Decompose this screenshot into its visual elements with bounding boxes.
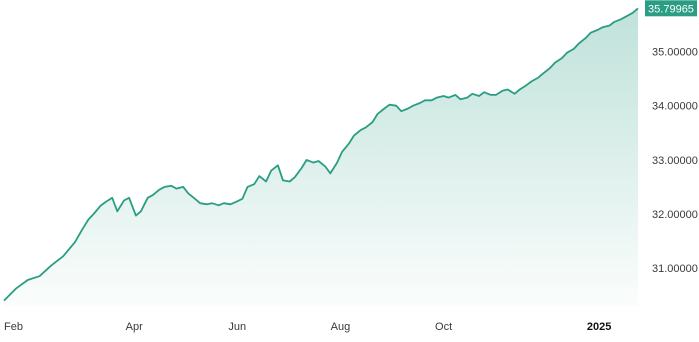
x-tick-label: Jun: [228, 321, 246, 333]
y-tick-label: 31.00000: [652, 263, 698, 275]
x-tick-label: Feb: [4, 321, 23, 333]
y-tick-label: 33.00000: [652, 155, 698, 167]
y-tick-label: 34.00000: [652, 101, 698, 113]
x-tick-label: Apr: [126, 321, 143, 333]
x-tick-label: Aug: [331, 321, 351, 333]
last-value-label: 35.79965: [648, 3, 694, 15]
area-fill: [4, 8, 638, 307]
last-value-badge: [645, 0, 697, 17]
x-tick-label: Oct: [435, 321, 452, 333]
series-line: [3, 7, 639, 302]
y-tick-label: 32.00000: [652, 209, 698, 221]
x-tick-label: 2025: [587, 321, 611, 333]
y-tick-label: 35.00000: [652, 47, 698, 59]
